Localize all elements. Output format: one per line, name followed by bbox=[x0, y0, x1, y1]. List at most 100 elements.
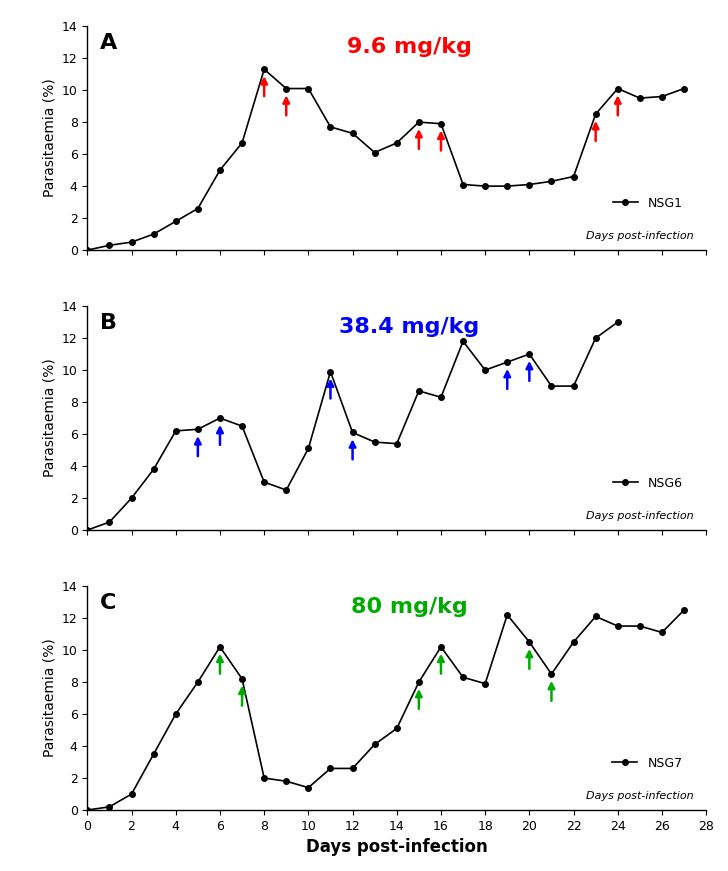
NSG7 bbox=[392, 723, 401, 733]
Text: 80 mg/kg: 80 mg/kg bbox=[351, 598, 467, 618]
NSG6 bbox=[459, 336, 467, 347]
NSG1 bbox=[83, 245, 92, 255]
NSG7 bbox=[437, 642, 446, 652]
NSG6 bbox=[437, 392, 446, 402]
NSG1 bbox=[459, 179, 467, 190]
NSG1 bbox=[480, 181, 489, 192]
NSG1 bbox=[282, 84, 290, 94]
NSG7 bbox=[503, 610, 512, 620]
Text: Days post-infection: Days post-infection bbox=[586, 791, 694, 801]
NSG1 bbox=[105, 240, 114, 251]
NSG1 bbox=[614, 84, 622, 94]
NSG7 bbox=[260, 773, 269, 783]
NSG1 bbox=[194, 203, 202, 213]
Legend: NSG1: NSG1 bbox=[608, 192, 687, 215]
NSG6 bbox=[304, 443, 313, 454]
NSG1 bbox=[392, 138, 401, 148]
Line: NSG1: NSG1 bbox=[84, 66, 687, 253]
NSG7 bbox=[194, 677, 202, 687]
NSG1 bbox=[260, 64, 269, 75]
NSG7 bbox=[371, 739, 379, 750]
Text: B: B bbox=[100, 313, 116, 333]
NSG1 bbox=[326, 122, 335, 132]
NSG7 bbox=[636, 621, 644, 631]
NSG7 bbox=[480, 679, 489, 689]
Legend: NSG6: NSG6 bbox=[608, 472, 687, 495]
NSG6 bbox=[480, 365, 489, 375]
NSG7 bbox=[657, 627, 666, 638]
NSG7 bbox=[326, 763, 335, 773]
NSG1 bbox=[525, 179, 534, 190]
NSG6 bbox=[260, 476, 269, 487]
NSG1 bbox=[371, 147, 379, 158]
NSG6 bbox=[237, 421, 246, 431]
NSG1 bbox=[437, 118, 446, 129]
NSG6 bbox=[547, 381, 556, 391]
NSG1 bbox=[569, 172, 578, 182]
X-axis label: Days post-infection: Days post-infection bbox=[306, 838, 488, 856]
Text: 9.6 mg/kg: 9.6 mg/kg bbox=[347, 37, 472, 57]
NSG7 bbox=[304, 782, 313, 793]
NSG6 bbox=[215, 413, 224, 423]
NSG7 bbox=[237, 673, 246, 684]
Text: C: C bbox=[100, 593, 116, 613]
NSG7 bbox=[348, 763, 357, 773]
NSG7 bbox=[547, 669, 556, 679]
Text: Days post-infection: Days post-infection bbox=[586, 511, 694, 521]
NSG1 bbox=[636, 93, 644, 104]
NSG6 bbox=[591, 333, 600, 343]
NSG7 bbox=[127, 789, 136, 800]
NSG1 bbox=[127, 237, 136, 247]
NSG1 bbox=[237, 138, 246, 148]
NSG6 bbox=[105, 517, 114, 527]
NSG6 bbox=[569, 381, 578, 391]
NSG6 bbox=[414, 386, 423, 396]
Text: Days post-infection: Days post-infection bbox=[586, 231, 694, 241]
NSG7 bbox=[282, 776, 290, 787]
Y-axis label: Parasitaemia (%): Parasitaemia (%) bbox=[42, 638, 56, 758]
Y-axis label: Parasitaemia (%): Parasitaemia (%) bbox=[42, 78, 56, 198]
NSG7 bbox=[414, 677, 423, 687]
NSG6 bbox=[348, 428, 357, 438]
NSG1 bbox=[304, 84, 313, 94]
NSG1 bbox=[680, 84, 689, 94]
Legend: NSG7: NSG7 bbox=[607, 752, 687, 774]
NSG1 bbox=[171, 216, 180, 226]
NSG7 bbox=[591, 611, 600, 622]
NSG6 bbox=[194, 424, 202, 435]
NSG7 bbox=[149, 749, 158, 760]
NSG7 bbox=[459, 672, 467, 683]
NSG1 bbox=[215, 165, 224, 175]
NSG6 bbox=[282, 485, 290, 496]
NSG6 bbox=[83, 525, 92, 536]
NSG7 bbox=[215, 642, 224, 652]
NSG7 bbox=[525, 637, 534, 647]
NSG1 bbox=[414, 117, 423, 127]
NSG6 bbox=[614, 317, 622, 327]
NSG6 bbox=[326, 367, 335, 377]
Text: A: A bbox=[100, 33, 117, 53]
NSG1 bbox=[503, 181, 512, 192]
NSG6 bbox=[149, 464, 158, 475]
NSG6 bbox=[371, 437, 379, 448]
NSG6 bbox=[503, 357, 512, 368]
NSG6 bbox=[127, 493, 136, 503]
NSG7 bbox=[569, 637, 578, 647]
NSG7 bbox=[105, 801, 114, 812]
NSG1 bbox=[591, 109, 600, 119]
Line: NSG6: NSG6 bbox=[84, 320, 620, 533]
NSG6 bbox=[525, 349, 534, 360]
NSG1 bbox=[547, 176, 556, 186]
NSG7 bbox=[83, 805, 92, 815]
NSG6 bbox=[171, 426, 180, 436]
NSG7 bbox=[171, 709, 180, 719]
NSG1 bbox=[657, 91, 666, 102]
NSG7 bbox=[680, 604, 689, 615]
NSG7 bbox=[614, 621, 622, 631]
NSG6 bbox=[392, 438, 401, 449]
Y-axis label: Parasitaemia (%): Parasitaemia (%) bbox=[42, 359, 56, 477]
NSG1 bbox=[149, 229, 158, 240]
NSG1 bbox=[348, 128, 357, 138]
Text: 38.4 mg/kg: 38.4 mg/kg bbox=[339, 317, 479, 337]
Line: NSG7: NSG7 bbox=[84, 607, 687, 813]
